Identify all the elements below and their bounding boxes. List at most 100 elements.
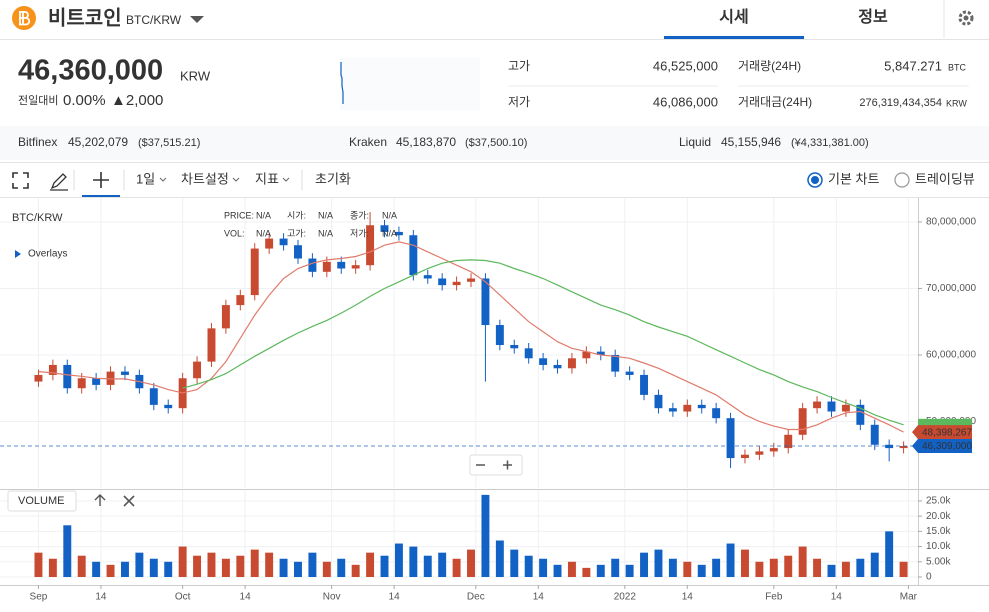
indicators[interactable]: 지표	[255, 171, 279, 186]
chevron	[282, 177, 290, 182]
candle-body	[625, 371, 634, 375]
overlay-toggle	[15, 250, 21, 258]
candle-body	[798, 408, 807, 435]
candle-body	[683, 404, 692, 412]
y-tick-label: 70,000,000	[926, 283, 976, 294]
x-tick-label: Sep	[30, 592, 48, 603]
exchange-name: Kraken	[349, 135, 387, 149]
fullscreen-icon[interactable]	[12, 172, 29, 189]
candle-body	[524, 348, 533, 359]
settings-icon[interactable]	[958, 10, 974, 26]
candle-body	[553, 364, 562, 369]
volume-bar	[582, 567, 591, 577]
candle-body	[668, 408, 677, 412]
info-value: N/A	[256, 228, 271, 238]
volume-bar	[207, 552, 216, 577]
radio[interactable]	[894, 172, 910, 188]
candle-body	[755, 451, 764, 455]
candle-body	[654, 394, 663, 409]
candle-body	[582, 351, 591, 359]
candle-body	[149, 388, 158, 405]
volume-bar	[553, 564, 562, 577]
volume-bar	[106, 564, 115, 577]
move-up	[94, 494, 106, 506]
reset[interactable]: 초기화	[315, 171, 351, 186]
change-rate: 0.00%	[63, 92, 106, 109]
candle-body	[640, 374, 649, 395]
volume-bar	[467, 549, 475, 577]
moving-average	[182, 259, 904, 426]
chart: Sep14Oct14Nov14Dec14202214Feb14Mar50,000…	[0, 198, 989, 603]
candle-body	[63, 364, 72, 389]
candle-body	[120, 371, 129, 375]
volume-bar	[697, 564, 706, 577]
y-tick-label: 15.0k	[926, 526, 951, 537]
change: ▲2,000	[111, 92, 163, 109]
stat-label: 거래량(24H)	[738, 59, 801, 73]
x-tick-label: Oct	[175, 592, 191, 603]
tool-underline	[82, 195, 120, 197]
tab[interactable]: 시세	[719, 8, 748, 26]
exchange-row	[0, 126, 989, 160]
radio[interactable]	[807, 172, 823, 188]
volume-bar	[885, 531, 894, 577]
candle-body	[467, 278, 475, 282]
candle-body	[899, 446, 908, 449]
mode[interactable]: 기본 차트	[828, 171, 879, 186]
volume-bar	[178, 546, 187, 577]
candle-body	[221, 305, 230, 329]
volume-bar	[438, 552, 447, 577]
volume-bar	[34, 552, 43, 577]
volume-bar	[539, 558, 548, 577]
stat-value: 5,847.271	[884, 58, 942, 73]
candle-body	[92, 378, 101, 385]
zoom-controls	[469, 454, 523, 476]
volume-bar	[784, 555, 793, 577]
info-label: VOL:	[224, 228, 245, 238]
volume-bar	[308, 552, 317, 577]
chevron	[159, 177, 167, 182]
info-label: PRICE:	[224, 210, 254, 220]
candle-body	[193, 361, 202, 379]
candle-body	[164, 404, 173, 409]
moving-average	[38, 241, 904, 433]
candle-body	[250, 248, 259, 296]
exchange-price: 45,155,946	[721, 135, 781, 149]
crosshair-icon[interactable]	[93, 172, 109, 188]
candle-body	[380, 225, 389, 232]
y-tick-label: 20.0k	[926, 511, 951, 522]
chevron	[232, 177, 240, 182]
candle-body	[870, 424, 879, 445]
dropdown[interactable]	[190, 16, 204, 23]
stat-value: 46,525,000	[653, 58, 718, 73]
candle-body	[697, 404, 706, 409]
chart-settings[interactable]: 차트설정	[181, 171, 229, 186]
x-tick-label: 2022	[614, 592, 637, 603]
zoom-in	[503, 460, 512, 470]
change-label: 전일대비	[18, 93, 58, 107]
candle-body	[236, 295, 245, 306]
exchange-name: Liquid	[679, 135, 711, 149]
info-value: N/A	[318, 228, 333, 238]
volume-title: VOLUME	[18, 495, 64, 507]
info-value: N/A	[382, 228, 397, 238]
mode[interactable]: 트레이딩뷰	[915, 171, 975, 186]
draw-icon[interactable]	[50, 173, 68, 191]
candle-body	[596, 351, 605, 355]
candle-body	[106, 371, 115, 385]
volume-bar	[524, 555, 533, 577]
x-tick-label: 14	[240, 592, 252, 603]
volume-bar	[394, 543, 403, 577]
interval[interactable]: 1일	[136, 171, 155, 186]
price-label-box	[912, 425, 972, 440]
volume-bar	[712, 558, 721, 577]
candle-body	[481, 278, 490, 326]
info-label: 종가:	[350, 210, 369, 220]
candle-body	[207, 328, 216, 362]
stat-label: 고가	[508, 59, 530, 73]
volume-bar	[351, 564, 360, 577]
info-label: 시가:	[287, 210, 306, 220]
tab[interactable]: 정보	[858, 8, 888, 26]
candle-body	[351, 265, 360, 269]
